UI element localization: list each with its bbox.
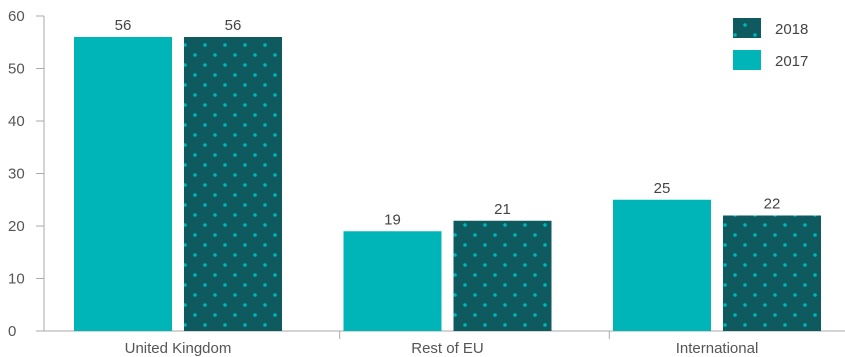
y-tick-label: 0 (8, 323, 16, 340)
y-axis: 0 10 20 30 40 50 60 (8, 8, 45, 340)
x-category-label: Rest of EU (411, 340, 484, 357)
x-category-label: International (676, 340, 759, 357)
data-label: 56 (225, 17, 242, 34)
y-tick-label: 60 (8, 8, 25, 25)
y-tick-label: 30 (8, 166, 25, 183)
data-label: 21 (494, 201, 511, 218)
bar-2017 (613, 199, 711, 331)
legend-swatch-2017 (733, 50, 761, 70)
bar-2017 (343, 231, 442, 331)
y-tick-label: 20 (8, 218, 25, 235)
data-label: 19 (384, 211, 401, 228)
legend-label: 2018 (775, 21, 808, 38)
x-category-label: United Kingdom (125, 340, 232, 357)
value-labels: 56 56 19 21 25 22 (115, 17, 781, 228)
bar-2018 (184, 37, 282, 331)
data-label: 56 (115, 17, 132, 34)
legend: 2018 2017 (733, 18, 808, 70)
legend-label: 2017 (775, 53, 808, 70)
x-axis: United Kingdom Rest of EU International (44, 330, 845, 357)
bar-2018 (453, 220, 552, 331)
data-label: 25 (654, 180, 671, 197)
data-label: 22 (764, 196, 781, 213)
bar-2017 (74, 37, 172, 331)
bars (74, 37, 821, 331)
y-tick-label: 10 (8, 271, 25, 288)
y-tick-label: 50 (8, 61, 25, 78)
legend-swatch-2018 (733, 18, 761, 38)
y-tick-label: 40 (8, 113, 25, 130)
bar-2018 (723, 215, 821, 331)
